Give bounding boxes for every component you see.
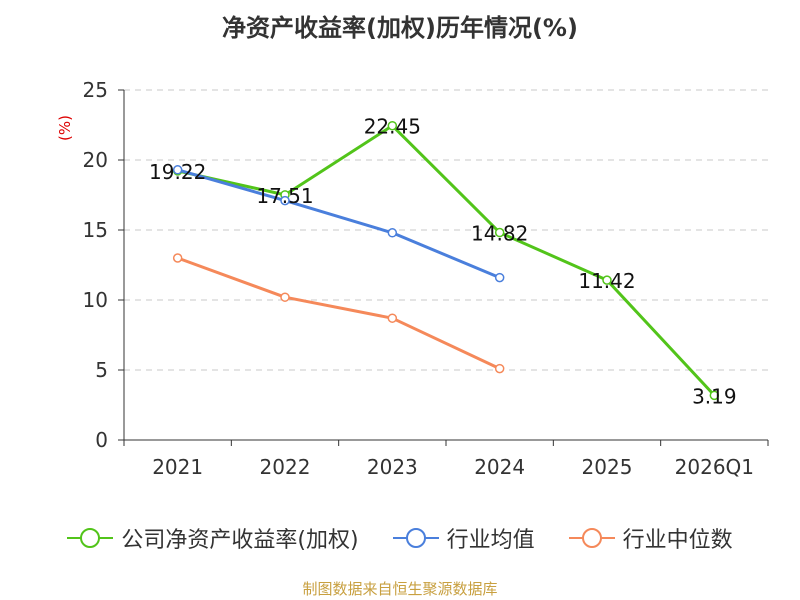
data-point: [494, 272, 505, 283]
series-line-0: [177, 124, 716, 397]
y-tick-label: 15: [83, 218, 108, 242]
y-tick-label: 25: [83, 78, 108, 102]
data-point: [709, 390, 720, 401]
gridlines: [124, 89, 768, 371]
series-line-1: [177, 168, 501, 279]
y-tick-label: 0: [95, 428, 108, 452]
legend-label: 行业均值: [446, 528, 535, 553]
data-label: 14.82: [471, 222, 528, 246]
data-point: [280, 292, 290, 302]
x-tick-label: 2021: [152, 455, 203, 479]
y-tick-label: 5: [95, 358, 108, 382]
legend-item-0: 公司净资产收益率(加权): [67, 522, 359, 554]
x-tick-label: 2022: [260, 455, 311, 479]
x-tick-label: 2024: [474, 455, 525, 479]
y-tick-label: 20: [83, 148, 108, 172]
data-point: [602, 275, 612, 285]
x-tick-label: 2023: [367, 455, 418, 479]
y-tick-label: 10: [83, 288, 108, 312]
data-point: [280, 195, 290, 206]
legend-label: 公司净资产收益率(加权): [121, 528, 359, 553]
data-point: [387, 120, 398, 131]
x-tick-label: 2026Q1: [675, 455, 754, 479]
legend-item-2: 行业中位数: [568, 522, 733, 554]
legend-swatch-icon: [392, 528, 439, 548]
data-label: 19.22: [149, 160, 206, 184]
series-line-2: [177, 256, 501, 370]
data-point: [387, 228, 398, 238]
data-point: [387, 313, 398, 323]
data-label: 11.42: [578, 269, 635, 293]
data-point: [172, 253, 183, 263]
data-point: [494, 227, 505, 238]
legend: 公司净资产收益率(加权) 行业均值 行业中位数: [0, 518, 800, 558]
data-label: 17.51: [256, 184, 313, 208]
legend-label: 行业中位数: [622, 528, 733, 553]
series-lines: [172, 120, 720, 401]
source-note: 制图数据来自恒生聚源数据库: [302, 580, 498, 598]
data-label: 22.45: [364, 115, 421, 139]
data-point: [494, 363, 505, 374]
legend-swatch-icon: [568, 528, 615, 548]
legend-swatch-icon: [67, 528, 114, 548]
chart-title: 净资产收益率(加权)历年情况(%): [222, 14, 578, 42]
data-labels: 19.22 17.51 22.45 14.82 11.42 3.19: [149, 115, 737, 409]
data-label: 3.19: [692, 384, 737, 408]
data-point: [172, 165, 183, 175]
x-tick-label: 2025: [582, 455, 633, 479]
legend-item-1: 行业均值: [392, 522, 535, 554]
y-axis-unit: (%): [56, 115, 74, 141]
